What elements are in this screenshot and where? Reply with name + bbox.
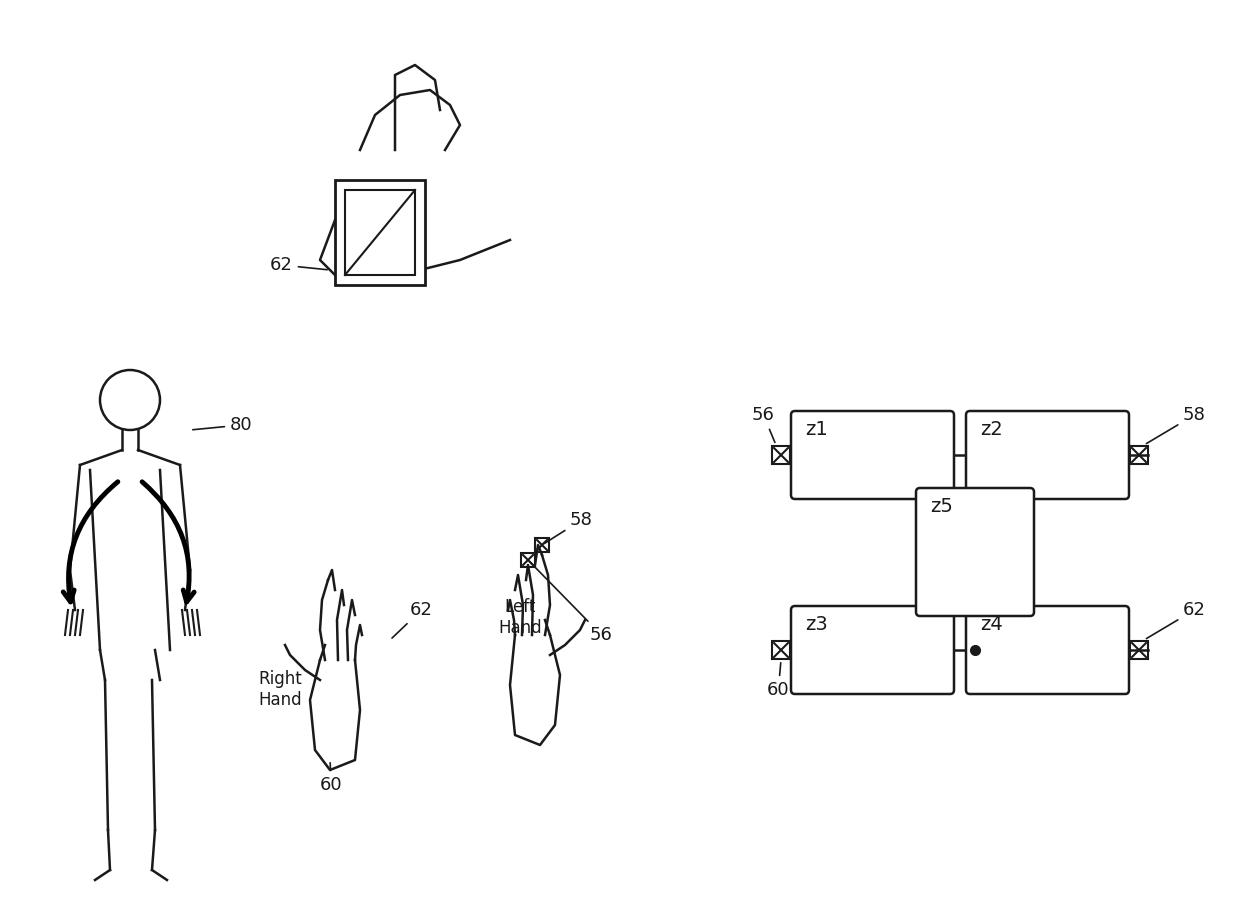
Text: 62: 62 (392, 601, 433, 638)
FancyBboxPatch shape (773, 446, 790, 464)
Text: z5: z5 (930, 497, 952, 516)
Text: Right
Hand: Right Hand (258, 670, 301, 709)
Text: 56: 56 (529, 562, 613, 644)
Text: z3: z3 (805, 615, 828, 634)
FancyBboxPatch shape (966, 606, 1128, 694)
Bar (345, 190, 415, 275)
FancyBboxPatch shape (791, 411, 954, 499)
FancyBboxPatch shape (966, 411, 1128, 499)
Text: 60: 60 (768, 663, 790, 699)
Text: 80: 80 (192, 416, 253, 434)
Circle shape (100, 370, 160, 430)
Text: Left
Hand: Left Hand (498, 598, 542, 637)
FancyBboxPatch shape (773, 641, 790, 659)
FancyBboxPatch shape (1130, 446, 1148, 464)
Text: 62: 62 (270, 256, 327, 274)
Text: 58: 58 (544, 511, 593, 543)
Text: 62: 62 (1147, 601, 1205, 639)
Text: z4: z4 (980, 615, 1003, 634)
FancyBboxPatch shape (521, 553, 534, 567)
FancyBboxPatch shape (1130, 641, 1148, 659)
FancyBboxPatch shape (916, 488, 1034, 616)
Bar (335, 180, 425, 285)
Text: 60: 60 (320, 763, 342, 794)
Text: 56: 56 (751, 406, 775, 442)
Text: 58: 58 (1147, 406, 1205, 443)
Text: 60: 60 (379, 196, 403, 214)
FancyBboxPatch shape (791, 606, 954, 694)
FancyBboxPatch shape (534, 538, 549, 552)
Text: z1: z1 (805, 420, 828, 439)
Text: z2: z2 (980, 420, 1003, 439)
